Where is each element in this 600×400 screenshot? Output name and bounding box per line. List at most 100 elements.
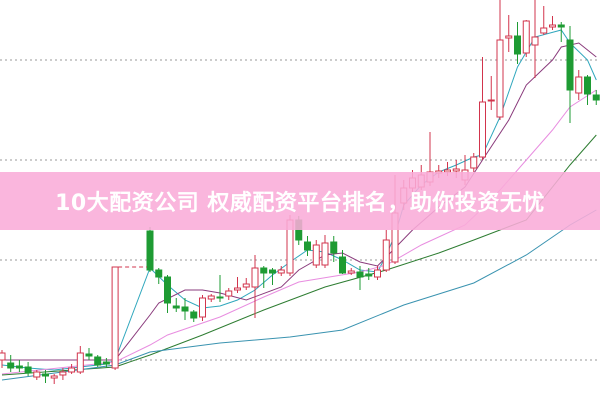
candle-up [111,266,119,370]
candle-body [155,269,163,278]
candle-down [155,268,163,284]
candle-down [365,268,373,280]
candle-down [514,22,521,64]
candle-body [382,239,390,271]
candle-body [242,283,250,288]
candle-up [496,0,504,120]
candle-down [85,348,93,360]
candle-up [531,0,539,78]
candle-body [487,99,495,102]
candle-up [479,57,486,160]
candle-up [199,295,206,321]
candle-body [496,39,504,118]
candle-body [181,306,189,312]
candle-down [592,90,600,105]
candle-up [76,346,84,374]
candle-body [514,35,521,55]
candle-up [549,16,556,30]
candle-body [592,94,600,101]
candle-down [181,298,189,320]
candle-body [304,241,311,251]
candle-body [7,362,15,369]
candle-down [24,362,32,376]
candle-body [33,371,41,378]
candle-down [260,266,268,288]
candle-up [0,350,6,368]
candle-body [190,311,198,319]
candle-down [584,75,591,105]
candle-body [452,168,460,172]
candle-body [531,36,539,46]
candle-body [330,241,338,254]
candle-body [225,290,233,297]
candle-body [277,269,285,274]
candle-up [234,277,241,293]
candle-down [339,250,346,274]
candle-body [207,295,215,300]
candle-up [374,266,381,280]
candle-up [277,266,285,276]
candle-body [470,156,478,169]
candle-body [321,242,329,266]
candle-down [304,236,311,256]
candle-up [505,15,513,52]
candle-body [312,244,320,266]
candle-down [164,275,171,313]
candle-body [557,24,565,28]
candle-body [199,297,206,318]
candle-body [172,305,180,309]
candle-body [85,353,93,357]
candle-down [269,268,276,285]
candle-up [321,235,329,268]
candle-up [251,255,259,318]
candle-body [522,20,530,54]
candle-down [15,360,23,372]
candle-body [111,266,119,369]
candle-down [146,227,154,272]
candle-down [102,358,110,368]
candle-body [234,287,241,291]
candle-body [50,375,58,379]
moving-average-line [2,42,597,361]
candle-body [68,367,76,373]
banner-text: 10大配资公司 权威配资平台排名，助你投资无忧 [55,191,545,216]
candle-body [251,267,259,288]
candle-up [242,278,250,290]
candle-up [59,368,67,380]
candle-body [0,352,6,361]
candle-down [356,266,364,290]
candle-body [575,76,583,94]
candle-body [374,269,381,278]
candle-up [207,294,215,302]
candle-body [339,256,346,274]
candle-up [487,76,495,110]
candle-up [312,240,320,268]
candle-body [269,269,276,274]
candle-up [540,6,548,35]
moving-average-line [1,209,597,381]
moving-average-lines [1,29,597,381]
candle-down [216,275,224,302]
candle-body [216,296,224,299]
candle-up [68,364,76,374]
candle-down [566,26,574,123]
candle-up [522,20,530,57]
moving-average-line [1,89,597,375]
candle-up [225,288,233,300]
candle-body [584,76,591,95]
candle-body [365,273,373,277]
candle-up [347,268,355,275]
candle-body [164,276,171,304]
candle-up [50,374,58,384]
candle-body [347,270,355,274]
candle-body [549,24,556,28]
candle-body [76,352,84,373]
promo-banner: 10大配资公司 权威配资平台排名，助你投资无忧 [0,172,600,230]
candle-down [330,236,338,262]
candle-body [356,271,364,278]
candle-body [260,267,268,274]
candle-down [42,370,49,383]
candle-body [42,373,49,377]
candle-body [479,101,486,158]
